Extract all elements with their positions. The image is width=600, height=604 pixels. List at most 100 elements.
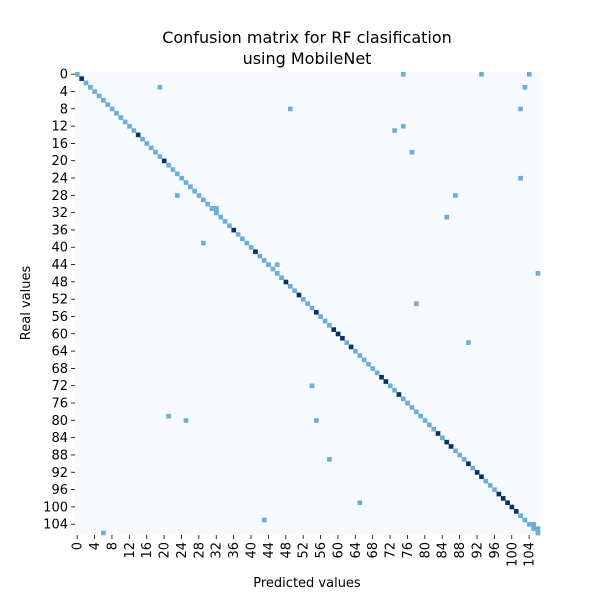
- heatmap-cell: [431, 426, 437, 432]
- y-tick-label: 24: [51, 172, 68, 187]
- heatmap-cell: [235, 232, 241, 237]
- heatmap-cell: [361, 357, 367, 363]
- y-tick-label: 16: [51, 137, 68, 152]
- heatmap-cell: [492, 487, 497, 493]
- y-tick-label: 28: [51, 189, 68, 204]
- heatmap-cell: [509, 504, 515, 510]
- heatmap-cell: [122, 119, 128, 125]
- heatmap-cell: [257, 253, 263, 259]
- heatmap-cell: [344, 340, 350, 345]
- heatmap-cell: [75, 72, 80, 77]
- heatmap-cell: [261, 258, 267, 263]
- heatmap-cell: [387, 383, 393, 389]
- y-tick-label: 56: [51, 310, 68, 325]
- y-tick-label: 64: [51, 345, 68, 360]
- x-tick-label: 60: [331, 542, 346, 559]
- heatmap-cell: [348, 344, 354, 350]
- heatmap-cell: [427, 422, 432, 428]
- heatmap-cell: [461, 457, 467, 462]
- heatmap-cell: [218, 214, 224, 220]
- heatmap-cell: [214, 210, 219, 216]
- x-tick-label: 88: [453, 542, 468, 559]
- y-tick-label: 52: [51, 293, 68, 308]
- y-tick-label: 32: [51, 206, 68, 221]
- heatmap-cell: [526, 72, 532, 77]
- heatmap-cell: [318, 314, 324, 319]
- y-tick-label: 68: [51, 362, 68, 377]
- heatmap-cell: [518, 106, 523, 112]
- heatmap-cell: [453, 448, 458, 454]
- heatmap-cell: [88, 84, 93, 90]
- heatmap-cell: [496, 491, 502, 497]
- heatmap-cell: [353, 348, 358, 354]
- heatmap-cell: [479, 72, 484, 77]
- heatmap-cell: [370, 366, 376, 371]
- heatmap-cell: [270, 266, 276, 272]
- heatmap-cell: [300, 297, 306, 302]
- heatmap-cell: [505, 500, 510, 506]
- x-tick-label: 40: [245, 542, 260, 559]
- heatmap-cell: [392, 128, 397, 133]
- heatmap-cell: [474, 470, 480, 475]
- heatmap-cell: [531, 522, 536, 527]
- heatmap-cell: [287, 106, 293, 112]
- heatmap-cell: [205, 201, 211, 207]
- heatmap-cell: [400, 72, 406, 77]
- heatmap-cell: [435, 431, 441, 436]
- y-axis-label: Real values: [19, 266, 34, 341]
- heatmap-cell: [101, 97, 106, 103]
- heatmap-cell: [327, 457, 332, 462]
- heatmap-cell: [183, 418, 189, 423]
- heatmap-cell: [161, 158, 167, 164]
- heatmap-cell: [366, 361, 371, 367]
- heatmap-cell: [444, 214, 450, 220]
- heatmap-cell: [374, 370, 380, 376]
- heatmap-cell: [192, 188, 197, 194]
- x-tick-label: 96: [488, 542, 503, 559]
- heatmap-cell: [83, 80, 89, 86]
- x-tick-label: 68: [366, 542, 381, 559]
- heatmap-cell: [131, 128, 137, 133]
- x-tick-label: 104: [523, 542, 538, 567]
- heatmap-cell: [209, 206, 215, 211]
- heatmap-cell: [140, 136, 145, 142]
- heatmap-cell: [166, 162, 171, 168]
- heatmap-cell: [231, 227, 237, 233]
- heatmap-cell: [405, 400, 410, 406]
- heatmap-cell: [314, 309, 319, 315]
- heatmap-cell: [444, 439, 450, 445]
- heatmap-cell: [196, 193, 202, 198]
- heatmap-cell: [144, 141, 150, 146]
- heatmap-cell: [96, 93, 102, 99]
- heatmap-cell: [244, 240, 250, 246]
- heatmap-cell: [222, 219, 228, 224]
- x-tick-label: 76: [401, 542, 416, 559]
- x-tick-label: 92: [470, 542, 485, 559]
- heatmap-cell: [392, 387, 397, 393]
- x-tick-label: 32: [210, 542, 225, 559]
- y-axis-ticks: 0481216202428323640444852566064687276808…: [43, 68, 75, 533]
- x-tick-label: 72: [384, 542, 399, 559]
- heatmap-cell: [322, 318, 328, 324]
- heatmap-cell: [500, 496, 506, 501]
- y-tick-label: 60: [51, 327, 68, 342]
- heatmap-cell: [114, 110, 119, 116]
- heatmap-cell: [248, 245, 254, 250]
- x-tick-label: 48: [279, 542, 294, 559]
- heatmap-cell: [183, 180, 189, 185]
- x-axis-label: Predicted values: [253, 576, 361, 591]
- heatmap-cell: [174, 193, 180, 198]
- x-tick-label: 36: [227, 542, 242, 559]
- y-tick-label: 72: [51, 379, 68, 394]
- y-tick-label: 104: [43, 518, 68, 533]
- heatmap-cell: [409, 149, 415, 155]
- heatmap-cell: [287, 284, 293, 289]
- heatmap-cell: [309, 305, 315, 311]
- heatmap-cell: [157, 154, 163, 159]
- heatmap-cell: [522, 517, 528, 523]
- y-tick-label: 0: [60, 68, 68, 83]
- heatmap-cell: [305, 301, 310, 306]
- heatmap-cell: [292, 288, 297, 293]
- heatmap-cell: [379, 374, 384, 380]
